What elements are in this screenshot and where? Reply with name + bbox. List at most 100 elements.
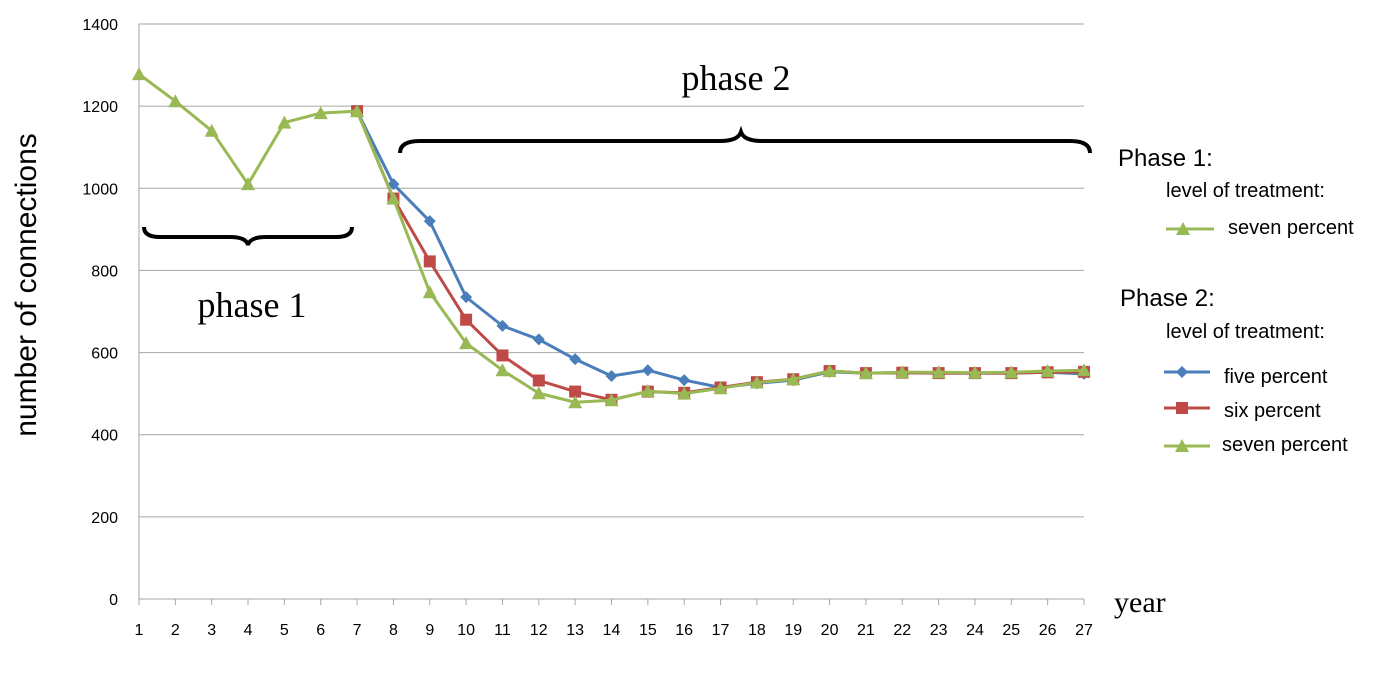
legend-seven-percent-label-1: seven percent: [1228, 217, 1354, 239]
x-tick-label-22: 22: [893, 622, 911, 639]
point-seven-percent-6: [313, 106, 328, 120]
point-seven-percent-14: [604, 393, 619, 407]
point-seven-percent-20: [822, 364, 837, 378]
y-tick-labels: 0 200 400 600 800 1000 1200 1400: [82, 17, 118, 609]
x-tick-label-8: 8: [389, 622, 398, 639]
x-tick-label-16: 16: [675, 622, 693, 639]
x-tick-label-6: 6: [316, 622, 325, 639]
series-seven-percent: [132, 67, 1091, 409]
point-five-percent-10: [460, 291, 473, 304]
legend-phase-1-subtitle: level of treatment:: [1166, 180, 1325, 202]
legend-phase-2-subtitle: level of treatment:: [1166, 321, 1325, 343]
point-seven-percent-1: [132, 67, 146, 81]
x-tick-label-4: 4: [244, 622, 253, 639]
point-five-percent-12: [532, 333, 545, 346]
point-seven-percent-2: [168, 94, 183, 108]
point-five-percent-13: [569, 353, 582, 366]
x-tick-label-21: 21: [857, 622, 875, 639]
x-tick-labels: 1 2 3 4 5 6 7 8 9 10 11 12 13 14 15 16 17 18 19 20 21 22 23 24 2…: [135, 622, 1093, 639]
x-tick-label-18: 18: [748, 622, 766, 639]
phase-1-label: phase 1: [198, 285, 307, 325]
phase-2-annotation: phase 2: [398, 58, 1092, 154]
y-tick-label-400: 400: [91, 428, 118, 445]
x-tick-label-19: 19: [784, 622, 802, 639]
series-six-percent: [351, 105, 1090, 406]
phase-2-brace: [398, 125, 1092, 154]
y-tick-label-600: 600: [91, 346, 118, 363]
legend-phase-2-title: Phase 2:: [1120, 285, 1215, 312]
point-seven-percent-26: [1040, 364, 1055, 378]
phase-2-label: phase 2: [682, 58, 791, 98]
point-five-percent-11: [496, 319, 509, 332]
phase-1-brace: [142, 226, 354, 246]
point-seven-percent-24: [967, 365, 982, 379]
y-tick-label-1400: 1400: [82, 17, 118, 34]
y-tick-label-1200: 1200: [82, 99, 118, 116]
x-tick-label-13: 13: [566, 622, 584, 639]
y-axis-label: number of connections: [10, 133, 43, 437]
x-tick-label-11: 11: [494, 622, 511, 639]
series-group: [132, 67, 1091, 409]
x-axis-label: year: [1114, 586, 1166, 619]
point-seven-percent-21: [858, 366, 873, 380]
phase-1-annotation: phase 1: [142, 226, 354, 325]
x-tick-label-5: 5: [280, 622, 289, 639]
point-seven-percent-9: [422, 285, 437, 299]
legend: Phase 1: level of treatment: seven perce…: [1118, 145, 1354, 456]
legend-six-percent-marker: [1176, 402, 1188, 414]
point-seven-percent-3: [204, 123, 219, 137]
point-seven-percent-7: [350, 104, 365, 118]
point-six-percent-9: [423, 255, 436, 268]
x-tick-label-23: 23: [930, 622, 948, 639]
series-five-percent: [351, 105, 1090, 394]
point-five-percent-16: [678, 374, 691, 387]
point-seven-percent-22: [895, 365, 910, 379]
point-seven-percent-11: [495, 363, 510, 377]
x-tick-label-20: 20: [821, 622, 839, 639]
x-tick-label-1: 1: [135, 622, 144, 639]
point-seven-percent-27: [1077, 363, 1091, 377]
point-seven-percent-8: [386, 191, 401, 205]
y-tick-label-0: 0: [109, 592, 118, 609]
x-tick-label-24: 24: [966, 622, 984, 639]
y-tick-label-1000: 1000: [82, 181, 118, 198]
legend-phase-1-title: Phase 1:: [1118, 145, 1213, 172]
legend-five-percent-label: five percent: [1224, 366, 1328, 388]
point-six-percent-11: [496, 349, 509, 362]
point-five-percent-8: [387, 178, 400, 191]
legend-five-percent-marker: [1176, 366, 1188, 378]
x-tick-label-25: 25: [1002, 622, 1020, 639]
y-tick-label-200: 200: [91, 510, 118, 527]
point-seven-percent-10: [459, 336, 474, 350]
legend-seven-percent-marker-2: [1175, 439, 1189, 452]
x-tick-label-3: 3: [207, 622, 216, 639]
point-seven-percent-16: [677, 386, 692, 400]
point-seven-percent-12: [531, 386, 546, 400]
point-six-percent-12: [532, 374, 545, 387]
point-seven-percent-4: [241, 177, 256, 191]
point-seven-percent-25: [1004, 365, 1019, 379]
x-tick-label-10: 10: [457, 622, 475, 639]
x-tick-label-26: 26: [1039, 622, 1057, 639]
legend-six-percent-label: six percent: [1224, 400, 1321, 422]
legend-seven-percent-label-2: seven percent: [1222, 434, 1348, 456]
y-tick-label-800: 800: [91, 263, 118, 280]
point-seven-percent-5: [277, 115, 292, 129]
point-six-percent-10: [460, 313, 473, 326]
point-seven-percent-17: [713, 381, 728, 395]
point-five-percent-15: [641, 364, 654, 377]
x-tick-label-14: 14: [603, 622, 621, 639]
x-tick-label-12: 12: [530, 622, 548, 639]
x-tick-label-17: 17: [712, 622, 730, 639]
gridlines: [139, 23, 1084, 518]
axes: [138, 24, 1085, 605]
point-six-percent-13: [569, 385, 582, 398]
x-tick-label-9: 9: [425, 622, 434, 639]
x-tick-label-15: 15: [639, 622, 657, 639]
point-seven-percent-13: [568, 395, 583, 409]
point-five-percent-14: [605, 369, 618, 382]
point-five-percent-9: [423, 215, 436, 228]
legend-seven-percent-marker-1: [1176, 222, 1190, 235]
series-line-six-percent: [355, 110, 1085, 402]
